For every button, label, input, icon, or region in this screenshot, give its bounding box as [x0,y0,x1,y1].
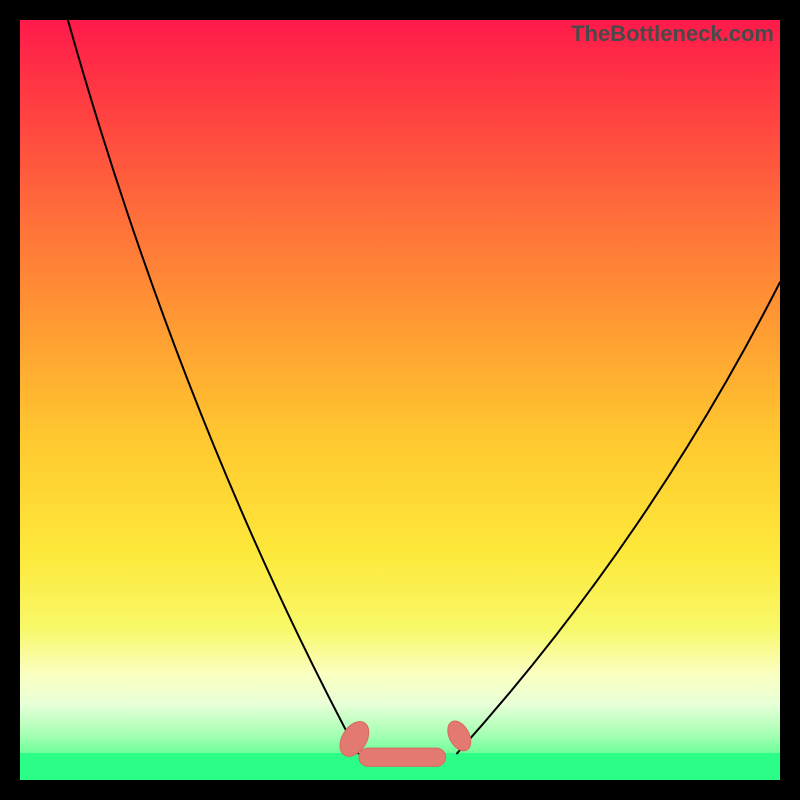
curve-layer [20,20,780,780]
left-curve [68,20,358,753]
watermark-text: TheBottleneck.com [571,21,774,47]
chart-frame: TheBottleneck.com [0,0,800,800]
plot-area: TheBottleneck.com [20,20,780,780]
right-curve [457,282,780,753]
bottom-right-blob [443,717,475,754]
bottom-capsule-mark [359,748,446,766]
